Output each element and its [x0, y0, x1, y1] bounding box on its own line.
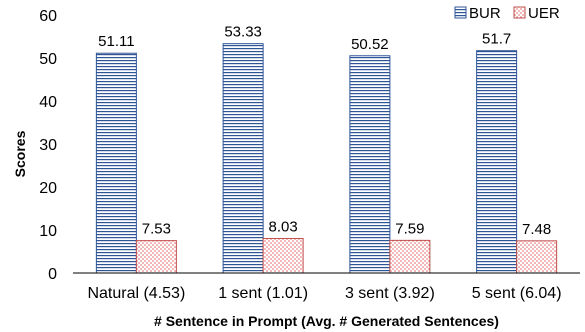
y-tick-label: 40: [39, 94, 57, 111]
data-label-uer: 7.53: [142, 221, 171, 238]
bar-uer: [516, 240, 558, 274]
bar-bur: [349, 55, 391, 274]
legend-swatch-uer: [513, 6, 526, 19]
y-tick-label: 50: [39, 51, 57, 68]
y-tick-label: 0: [48, 266, 57, 283]
x-tick-label: 5 sent (6.04): [472, 285, 562, 302]
y-tick-label: 30: [39, 137, 57, 154]
y-tick-label: 10: [39, 223, 57, 240]
x-axis-ticks: Natural (4.53) 1 sent (1.01) 3 sent (3.92)…: [87, 285, 561, 302]
legend-label-uer: UER: [528, 5, 560, 22]
data-label-bur: 51.11: [98, 33, 134, 50]
legend: BUR UER: [454, 5, 560, 22]
y-tick-label: 20: [39, 180, 57, 197]
y-axis-title: Scores: [12, 130, 28, 177]
bar-uer: [389, 239, 431, 274]
data-label-uer: 7.59: [395, 220, 424, 237]
x-tick-label: 1 sent (1.01): [218, 285, 308, 302]
bar-uer: [262, 237, 304, 274]
bar-bur: [476, 50, 518, 274]
legend-swatch-bur: [454, 6, 467, 19]
bar-uer: [135, 240, 177, 274]
data-labels-group: 51.11 7.53 53.33 8.03 50.52 7.59 51.7 7.48: [98, 24, 551, 238]
bar-bur: [95, 52, 137, 274]
x-axis-title: # Sentence in Prompt (Avg. # Generated S…: [154, 313, 499, 329]
data-label-bur: 50.52: [351, 36, 389, 53]
x-tick-label: Natural (4.53): [87, 285, 185, 302]
bars-group: [95, 43, 558, 274]
data-label-uer: 8.03: [269, 218, 298, 235]
data-label-uer: 7.48: [522, 221, 551, 238]
bar-bur: [222, 43, 264, 274]
x-tick-label: 3 sent (3.92): [345, 285, 435, 302]
data-label-bur: 51.7: [482, 31, 511, 48]
legend-label-bur: BUR: [469, 5, 501, 22]
y-axis-ticks: 0 10 20 30 40 50 60: [39, 8, 57, 283]
data-label-bur: 53.33: [224, 24, 262, 41]
y-tick-label: 60: [39, 8, 57, 25]
